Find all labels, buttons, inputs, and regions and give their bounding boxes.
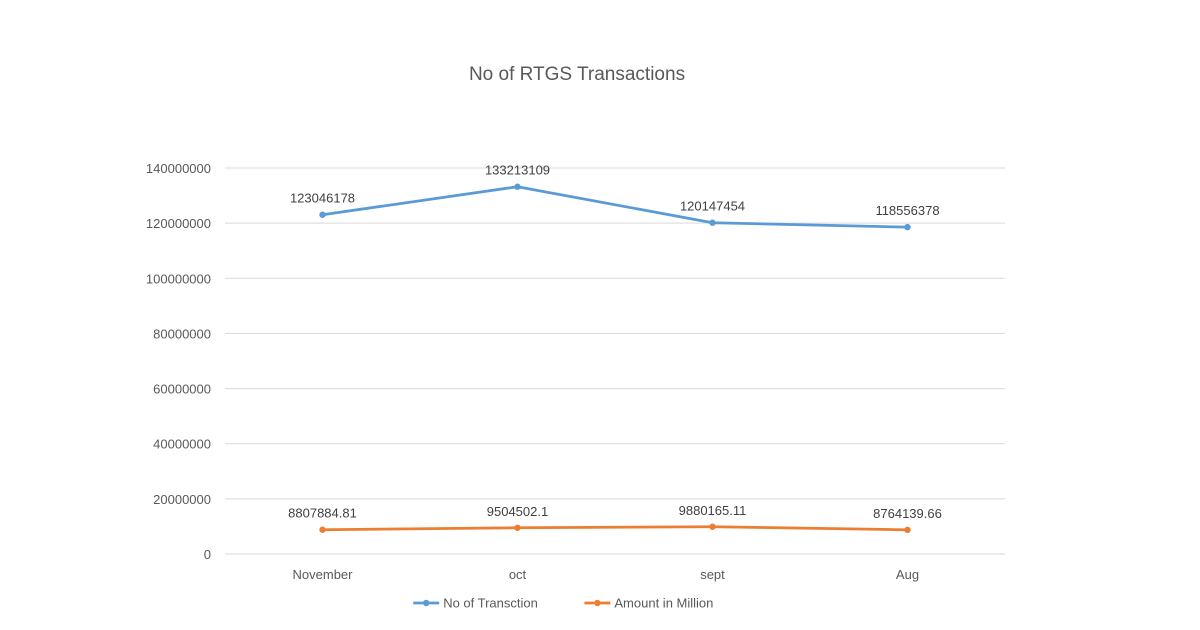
legend[interactable]: No of Transction Amount in Million bbox=[413, 596, 713, 611]
series-lines bbox=[319, 183, 911, 534]
data-point[interactable] bbox=[904, 526, 911, 534]
legend-marker bbox=[423, 599, 430, 607]
y-axis-ticks: 0 20000000 40000000 60000000 80000000 1000000… bbox=[146, 161, 211, 562]
legend-label: No of Transction bbox=[443, 596, 538, 611]
legend-item-1[interactable]: Amount in Million bbox=[584, 596, 713, 611]
y-tick-label: 20000000 bbox=[153, 492, 211, 507]
x-tick-label: November bbox=[293, 567, 354, 582]
data-point[interactable] bbox=[319, 211, 326, 218]
data-point[interactable] bbox=[514, 524, 521, 531]
data-point[interactable] bbox=[709, 523, 716, 530]
data-point[interactable] bbox=[514, 183, 521, 190]
data-label: 8764139.66 bbox=[873, 506, 942, 521]
x-axis-ticks: November oct sept Aug bbox=[293, 567, 920, 582]
data-label: 9504502.1 bbox=[487, 504, 548, 519]
series-line-0[interactable] bbox=[321, 185, 909, 229]
chart-title: No of RTGS Transactions bbox=[469, 64, 685, 85]
y-tick-label: 100000000 bbox=[146, 271, 211, 286]
y-tick-label: 120000000 bbox=[146, 216, 211, 231]
data-point[interactable] bbox=[709, 219, 716, 226]
data-labels: 123046178 133213109 120147454 118556378 8807… bbox=[288, 163, 942, 521]
y-tick-label: 140000000 bbox=[146, 161, 211, 176]
data-point[interactable] bbox=[319, 526, 326, 533]
y-tick-label: 80000000 bbox=[153, 326, 211, 341]
legend-marker bbox=[594, 599, 601, 607]
legend-label: Amount in Million bbox=[614, 596, 713, 611]
data-label: 8807884.81 bbox=[288, 506, 357, 521]
x-tick-label: Aug bbox=[896, 567, 919, 582]
y-tick-label: 40000000 bbox=[153, 437, 211, 452]
y-tick-label: 60000000 bbox=[153, 382, 211, 397]
data-point[interactable] bbox=[904, 223, 911, 231]
gridlines bbox=[225, 167, 1005, 555]
data-label: 118556378 bbox=[875, 203, 939, 218]
x-tick-label: sept bbox=[700, 567, 725, 582]
data-label: 9880165.11 bbox=[679, 503, 747, 518]
data-label: 120147454 bbox=[680, 199, 745, 214]
data-label: 133213109 bbox=[485, 163, 550, 178]
legend-item-0[interactable]: No of Transction bbox=[413, 596, 538, 611]
x-tick-label: oct bbox=[509, 567, 527, 582]
y-tick-label: 0 bbox=[204, 547, 211, 562]
data-label: 123046178 bbox=[290, 191, 355, 206]
series-line-1[interactable] bbox=[321, 525, 909, 532]
